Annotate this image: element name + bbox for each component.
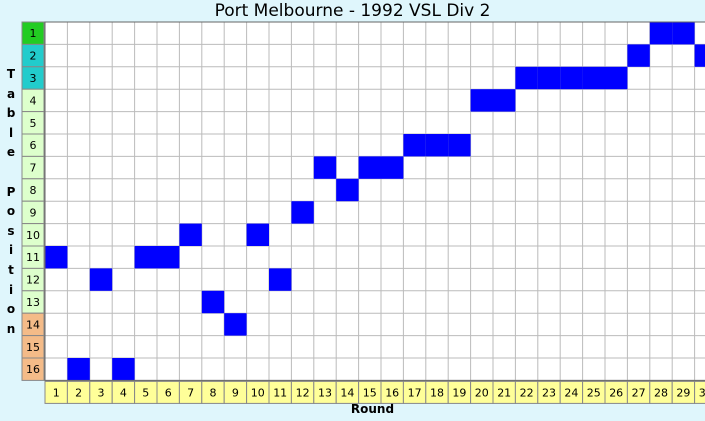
y-tick-label: 16 (26, 363, 40, 376)
position-cell (45, 246, 68, 269)
position-cell (649, 22, 673, 45)
row-label-cell (21, 357, 45, 381)
position-cell (470, 89, 493, 112)
x-tick-label: 1 (53, 386, 60, 399)
x-tick-cell (694, 380, 705, 404)
x-tick-label: 19 (452, 386, 466, 399)
x-tick-label: 23 (542, 386, 556, 399)
x-tick-label: 28 (654, 386, 668, 399)
x-tick-label: 11 (273, 386, 287, 399)
position-cell (336, 178, 359, 202)
position-cell (134, 246, 157, 269)
position-cell (157, 246, 180, 269)
y-tick-label: 14 (26, 318, 40, 331)
position-cell (358, 156, 381, 179)
x-tick-label: 22 (520, 386, 534, 399)
position-cell (246, 223, 269, 246)
y-tick-label: 2 (30, 50, 37, 63)
y-tick-label: 12 (26, 274, 40, 287)
position-cell (515, 66, 538, 90)
y-tick-label: 3 (30, 72, 37, 85)
x-tick-label: 12 (296, 386, 310, 399)
position-cell (89, 268, 113, 291)
x-tick-label: 30 (699, 386, 705, 399)
x-tick-label: 27 (632, 386, 646, 399)
x-tick-label: 21 (497, 386, 511, 399)
x-tick-label: 26 (609, 386, 623, 399)
position-cell (112, 358, 135, 381)
x-tick-label: 3 (98, 386, 105, 399)
position-cell (403, 134, 426, 157)
x-tick-label: 14 (340, 386, 354, 399)
y-tick-label: 7 (30, 162, 37, 175)
x-tick-label: 10 (251, 386, 265, 399)
plot-border (44, 21, 705, 381)
y-tick-label: 13 (26, 296, 40, 309)
y-tick-label: 15 (26, 341, 40, 354)
position-cell (381, 156, 404, 179)
x-tick-label: 17 (408, 386, 422, 399)
x-tick-label: 29 (676, 386, 690, 399)
x-tick-label: 24 (564, 386, 578, 399)
position-cell (493, 89, 516, 112)
position-cell (672, 22, 695, 45)
position-cell (694, 44, 705, 67)
position-cell (605, 66, 628, 90)
x-axis-label: Round (350, 402, 395, 416)
x-tick-label: 20 (475, 386, 489, 399)
x-tick-label: 6 (165, 386, 172, 399)
chart-title: Port Melbourne - 1992 VSL Div 2 (214, 1, 491, 21)
x-tick-label: 15 (363, 386, 377, 399)
x-tick-label: 8 (210, 386, 217, 399)
y-tick-label: 11 (26, 251, 40, 264)
position-cell (224, 313, 247, 336)
position-cell (448, 134, 471, 157)
position-cell (313, 156, 337, 179)
position-cell (67, 358, 90, 381)
position-cell (201, 290, 225, 314)
y-tick-label: 4 (30, 94, 37, 107)
x-tick-label: 2 (75, 386, 82, 399)
position-cell (291, 201, 314, 224)
x-tick-label: 16 (385, 386, 399, 399)
x-tick-label: 9 (232, 386, 239, 399)
y-tick-label: 8 (30, 184, 37, 197)
y-tick-label: 6 (30, 139, 37, 152)
y-tick-label: 10 (26, 229, 40, 242)
position-cell (269, 268, 292, 291)
y-tick-label: 1 (30, 27, 37, 40)
position-cell (179, 223, 202, 246)
y-tick-label: 5 (30, 117, 37, 130)
x-tick-label: 7 (187, 386, 194, 399)
y-tick-label: 9 (30, 206, 37, 219)
position-cell (425, 134, 449, 157)
position-cell (537, 66, 561, 90)
position-cell (560, 66, 583, 90)
x-tick-label: 5 (142, 386, 149, 399)
x-tick-label: 4 (120, 386, 127, 399)
x-tick-label: 13 (318, 386, 332, 399)
x-tick-label: 25 (587, 386, 601, 399)
position-cell (627, 44, 650, 67)
x-tick-label: 18 (430, 386, 444, 399)
position-cell (582, 66, 605, 90)
